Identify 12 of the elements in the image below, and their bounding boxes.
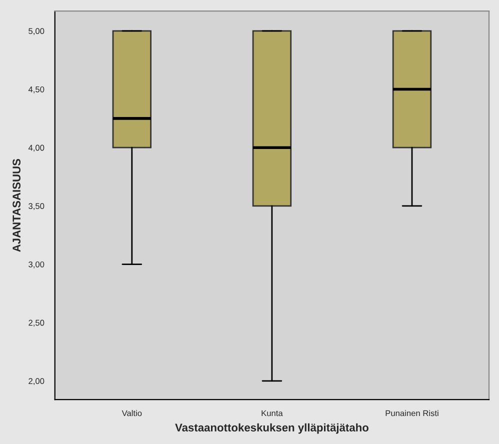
x-tick-label: Kunta [262,410,283,416]
y-tick-label: 4,50 [28,86,44,94]
y-tick-label: 3,00 [28,261,44,268]
y-tick-label: 5,00 [28,28,44,36]
x-tick-label: Valtio [122,410,142,416]
y-axis-title: AJANTASAISUUS [12,158,21,252]
y-tick-label: 4,00 [28,144,44,152]
x-tick-label: Punainen Risti [386,410,438,416]
y-tick-label: 2,00 [28,378,44,386]
y-tick-label: 3,50 [28,203,44,210]
x-axis-title: Vastaanottokeskuksen ylläpitäjätaho [175,423,368,434]
y-tick-label: 2,50 [28,320,44,327]
